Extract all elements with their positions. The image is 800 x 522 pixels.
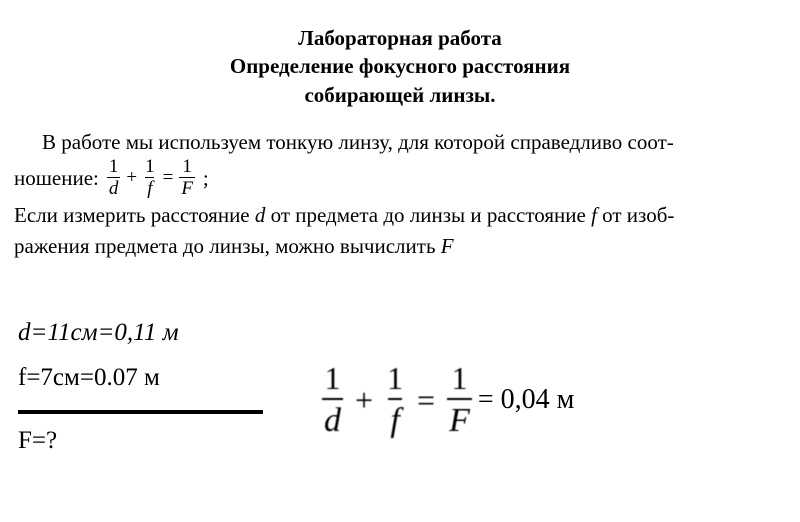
numerator: 1: [180, 157, 194, 177]
document-page: Лабораторная работа Определение фокусног…: [0, 0, 800, 522]
thin-lens-formula-big: 1 d + 1 f = 1 F: [320, 362, 474, 438]
fraction-1-over-f: 1 f: [143, 157, 157, 198]
text-fragment: ражения предмета до линзы, можно вычисли…: [14, 234, 441, 258]
text-fragment: от изоб-: [597, 203, 675, 227]
thin-lens-formula-small: 1 d + 1 f = 1 F: [105, 157, 197, 198]
intro-p2-line1: Если измерить расстояние d от предмета д…: [14, 200, 786, 230]
plus-sign: +: [355, 382, 373, 419]
fraction-1-over-d: 1 d: [322, 362, 343, 438]
title-line-2: Определение фокусного расстояния: [14, 52, 786, 80]
divider-line: [18, 410, 263, 414]
intro-p1-line1: В работе мы используем тонкую линзу, для…: [14, 127, 786, 157]
intro-p2-line2: ражения предмета до линзы, можно вычисли…: [14, 231, 786, 261]
variable-d: d: [255, 203, 266, 227]
intro-p1-suffix: ;: [203, 163, 209, 193]
numerator: 1: [323, 362, 343, 398]
numerator: 1: [385, 362, 405, 398]
given-data: d=11см=0,11 м f=7см=0.07 м F=?: [18, 320, 263, 473]
text-fragment: Если измерить расстояние: [14, 203, 255, 227]
numerator: 1: [107, 157, 121, 177]
intro-p1-prefix: ношение:: [14, 163, 99, 193]
numerator: 1: [143, 157, 157, 177]
fraction-1-over-f: 1 f: [385, 362, 405, 438]
denominator: f: [145, 177, 154, 198]
denominator: F: [179, 177, 195, 198]
fraction-1-over-d: 1 d: [107, 157, 121, 198]
variable-big-f: F: [441, 234, 454, 258]
fraction-1-over-big-f: 1 F: [179, 157, 195, 198]
find-f: F=?: [18, 428, 263, 453]
denominator: d: [107, 177, 121, 198]
result-value: = 0,04 м: [478, 384, 575, 416]
solution-formula: 1 d + 1 f = 1 F = 0,04 м: [320, 362, 574, 438]
text-fragment: от предмета до линзы и расстояние: [265, 203, 591, 227]
given-d: d=11см=0,11 м: [18, 320, 263, 345]
denominator: f: [388, 398, 401, 438]
intro-text: В работе мы используем тонкую линзу, для…: [14, 127, 786, 261]
denominator: F: [447, 398, 472, 438]
intro-p1-line2: ношение: 1 d + 1 f = 1 F ;: [14, 157, 786, 198]
title-line-1: Лабораторная работа: [14, 24, 786, 52]
title-line-3: собирающей линзы.: [14, 81, 786, 109]
denominator: d: [322, 398, 343, 438]
equals-sign: =: [163, 164, 174, 192]
given-f: f=7см=0.07 м: [18, 365, 263, 390]
given-d-text: d=11см=0,11 м: [18, 319, 179, 346]
equals-sign: =: [417, 382, 435, 419]
fraction-1-over-big-f: 1 F: [447, 362, 472, 438]
numerator: 1: [449, 362, 469, 398]
title-block: Лабораторная работа Определение фокусног…: [14, 24, 786, 109]
plus-sign: +: [126, 164, 137, 192]
